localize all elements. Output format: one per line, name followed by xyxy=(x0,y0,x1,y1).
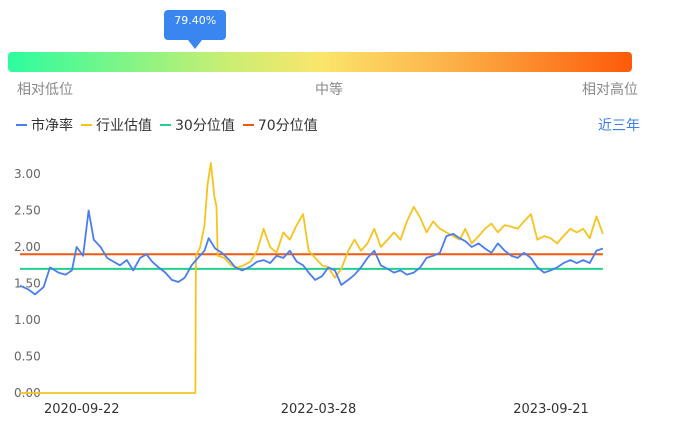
gauge-gradient-bar xyxy=(8,52,632,72)
legend-item-p30[interactable]: 30分位值 xyxy=(160,115,235,135)
y-tick-label: 2.00 xyxy=(14,240,41,254)
y-tick-label: 0.50 xyxy=(14,350,41,364)
pb-series-line xyxy=(19,209,604,296)
legend-label-p30: 30分位值 xyxy=(175,118,235,134)
y-tick-label: 2.50 xyxy=(14,204,41,218)
legend-swatch-p30 xyxy=(160,124,171,126)
legend-swatch-p70 xyxy=(242,124,254,126)
legend-label-industry: 行业估值 xyxy=(96,118,152,134)
gauge-low-label: 相对低位 xyxy=(17,82,73,98)
gauge-high-label: 相对高位 xyxy=(582,82,638,98)
percentile-gauge: 79.40% 相对低位 中等 相对高位 xyxy=(0,0,686,100)
gauge-mid-label: 中等 xyxy=(315,82,343,98)
y-tick-label: 1.00 xyxy=(14,313,41,327)
legend-label-p70: 70分位值 xyxy=(257,118,318,134)
legend-swatch-pb xyxy=(16,124,27,126)
x-tick-label: 2022-03-28 xyxy=(281,402,357,417)
legend-swatch-industry xyxy=(81,124,92,126)
legend-item-p70[interactable]: 70分位值 xyxy=(242,115,318,135)
legend-item-pb[interactable]: 市净率 xyxy=(16,115,73,135)
industry-series-line xyxy=(20,162,604,394)
y-tick-label: 1.50 xyxy=(14,277,41,291)
x-tick-label: 2023-09-21 xyxy=(513,402,589,417)
legend-item-industry[interactable]: 行业估值 xyxy=(81,115,152,135)
y-tick-label: 3.00 xyxy=(14,167,41,181)
legend-label-pb: 市净率 xyxy=(31,118,73,134)
x-tick-label: 2020-09-22 xyxy=(44,402,120,417)
period-selector[interactable]: 近三年 xyxy=(598,118,640,134)
percentile-tooltip: 79.40% xyxy=(164,10,227,40)
percentile-value: 79.40% xyxy=(174,14,217,27)
tooltip-pointer xyxy=(188,40,203,49)
chart-legend: 市净率 行业估值 30分位值 70分位值 xyxy=(16,115,326,135)
